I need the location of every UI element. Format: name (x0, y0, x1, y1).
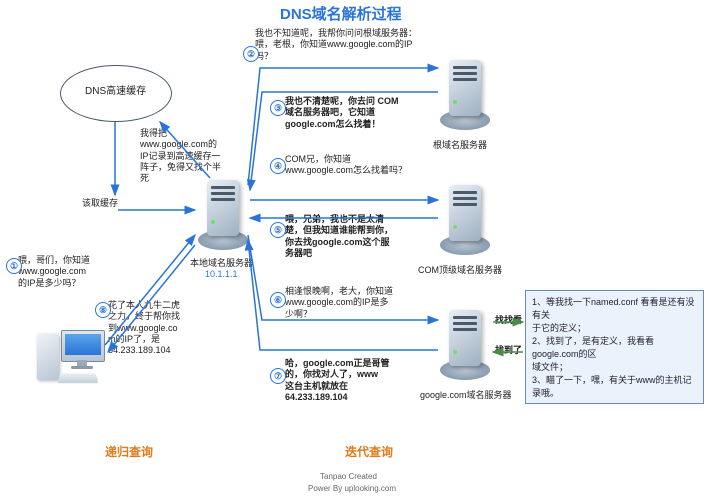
step-num-1: ① (6, 258, 22, 274)
found-label: 找到了 (495, 345, 522, 356)
step3-text: 我也不清楚呢，你去问 COM 域名服务器吧，它知道 google.com怎么找着… (285, 96, 435, 130)
cache-text: 我得把 www.google.com的 IP记录到高速缓存一 阵子，免得又找个半… (140, 128, 240, 184)
local-ip: 10.1.1.1 (205, 269, 238, 280)
step-num-2: ② (243, 46, 259, 62)
step2-text: 我也不知道呢，我帮你问问根域服务器： 喂，老根，你知道www.google.co… (255, 28, 450, 62)
local-dns-server-icon (198, 180, 248, 258)
step8-text: 花了本人九牛二虎 之力，终于帮你找 到www.google.co m的IP了，是… (108, 300, 198, 356)
step-num-6: ⑥ (270, 292, 286, 308)
title: DNS域名解析过程 (280, 6, 402, 25)
step-num-4: ④ (270, 158, 286, 174)
google-server-icon (440, 310, 490, 388)
cache-set-label: 该取缓存 (82, 198, 118, 209)
step5-text: 喂，兄弟，我也不是太清 楚，但我知道谁能帮到你， 你去找google.com这个… (285, 214, 435, 259)
step7-text: 哈，google.com正是哥管 的，你找对人了，www 这台主机就放在 64.… (285, 358, 435, 403)
cloud-label: DNS高速缓存 (85, 86, 146, 99)
step4-text: COM兄，你知道 www.google.com怎么找着吗？ (285, 154, 445, 177)
local-label: 本地域名服务器 (190, 258, 253, 269)
look-label: 找找看 (495, 315, 522, 326)
client-pc-icon (35, 330, 105, 390)
step-num-5: ⑤ (270, 222, 286, 238)
step1-text: 喂，哥们，你知道 www.google.com 的IP是多少吗？ (18, 255, 113, 289)
com-label: COM顶级域名服务器 (418, 265, 502, 276)
root-server-icon (440, 60, 490, 138)
com-server-icon (440, 185, 490, 263)
footer2: Power By uplooking.com (308, 484, 396, 494)
iterative-label: 迭代查询 (345, 445, 393, 460)
root-label: 根域名服务器 (433, 140, 487, 151)
footer1: Tanpao Created (320, 472, 377, 482)
recursive-label: 递归查询 (105, 445, 153, 460)
step-num-3: ③ (270, 100, 286, 116)
step-num-8: ⑧ (95, 302, 111, 318)
step-num-7: ⑦ (270, 368, 286, 384)
step6-text: 相逢恨晚啊，老大，你知道 www.google.com的IP是多 少啊？ (285, 286, 435, 320)
note-box: 1、等我找一下named.conf 看看是还有没有关 于它的定义； 2、找到了，… (525, 290, 704, 404)
